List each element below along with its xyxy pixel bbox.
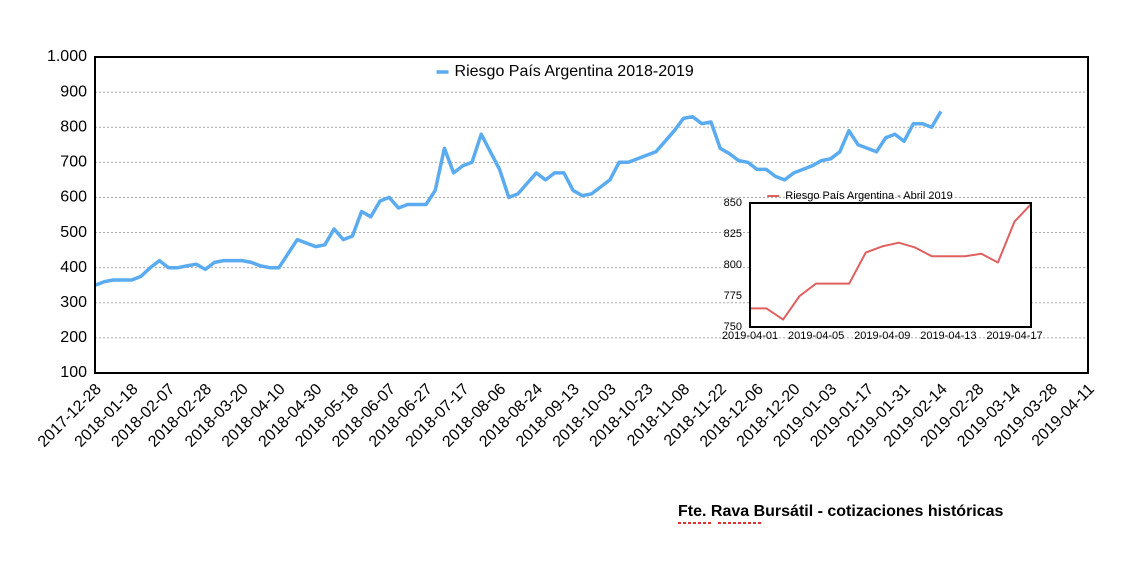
y-tick-label: 200 [60,329,87,346]
y-tick-label: 750 [724,321,742,333]
plot-area [750,203,1031,327]
x-tick-label: 2019-04-17 [986,330,1042,342]
source-note: Fte. Rava Bursátil - cotizaciones histór… [678,503,1004,520]
y-tick-label: 800 [724,259,742,271]
x-tick-label: 2019-04-01 [722,330,778,342]
plot-frame [749,202,1032,328]
y-tick-label: 300 [60,294,87,311]
data-line [750,203,1032,321]
data-line [94,110,943,287]
x-tick-label: 2019-04-13 [920,330,976,342]
y-tick-label: 700 [60,154,87,171]
plot-frame [94,56,1089,374]
y-tick-label: 100 [60,364,87,381]
y-tick-label: 500 [60,224,87,241]
y-tick-label: 400 [60,259,87,276]
x-tick-label: 2019-04-05 [788,330,844,342]
x-tick-label: 2019-04-09 [854,330,910,342]
y-tick-label: 850 [724,197,742,209]
legend-label: Riesgo País Argentina - Abril 2019 [785,190,953,202]
y-tick-label: 825 [724,228,742,240]
y-tick-label: 775 [724,290,742,302]
y-tick-label: 1.000 [47,48,87,65]
y-tick-label: 600 [60,189,87,206]
y-tick-label: 800 [60,118,87,135]
y-tick-label: 900 [60,83,87,100]
legend-label: Riesgo País Argentina 2018-2019 [455,63,694,80]
